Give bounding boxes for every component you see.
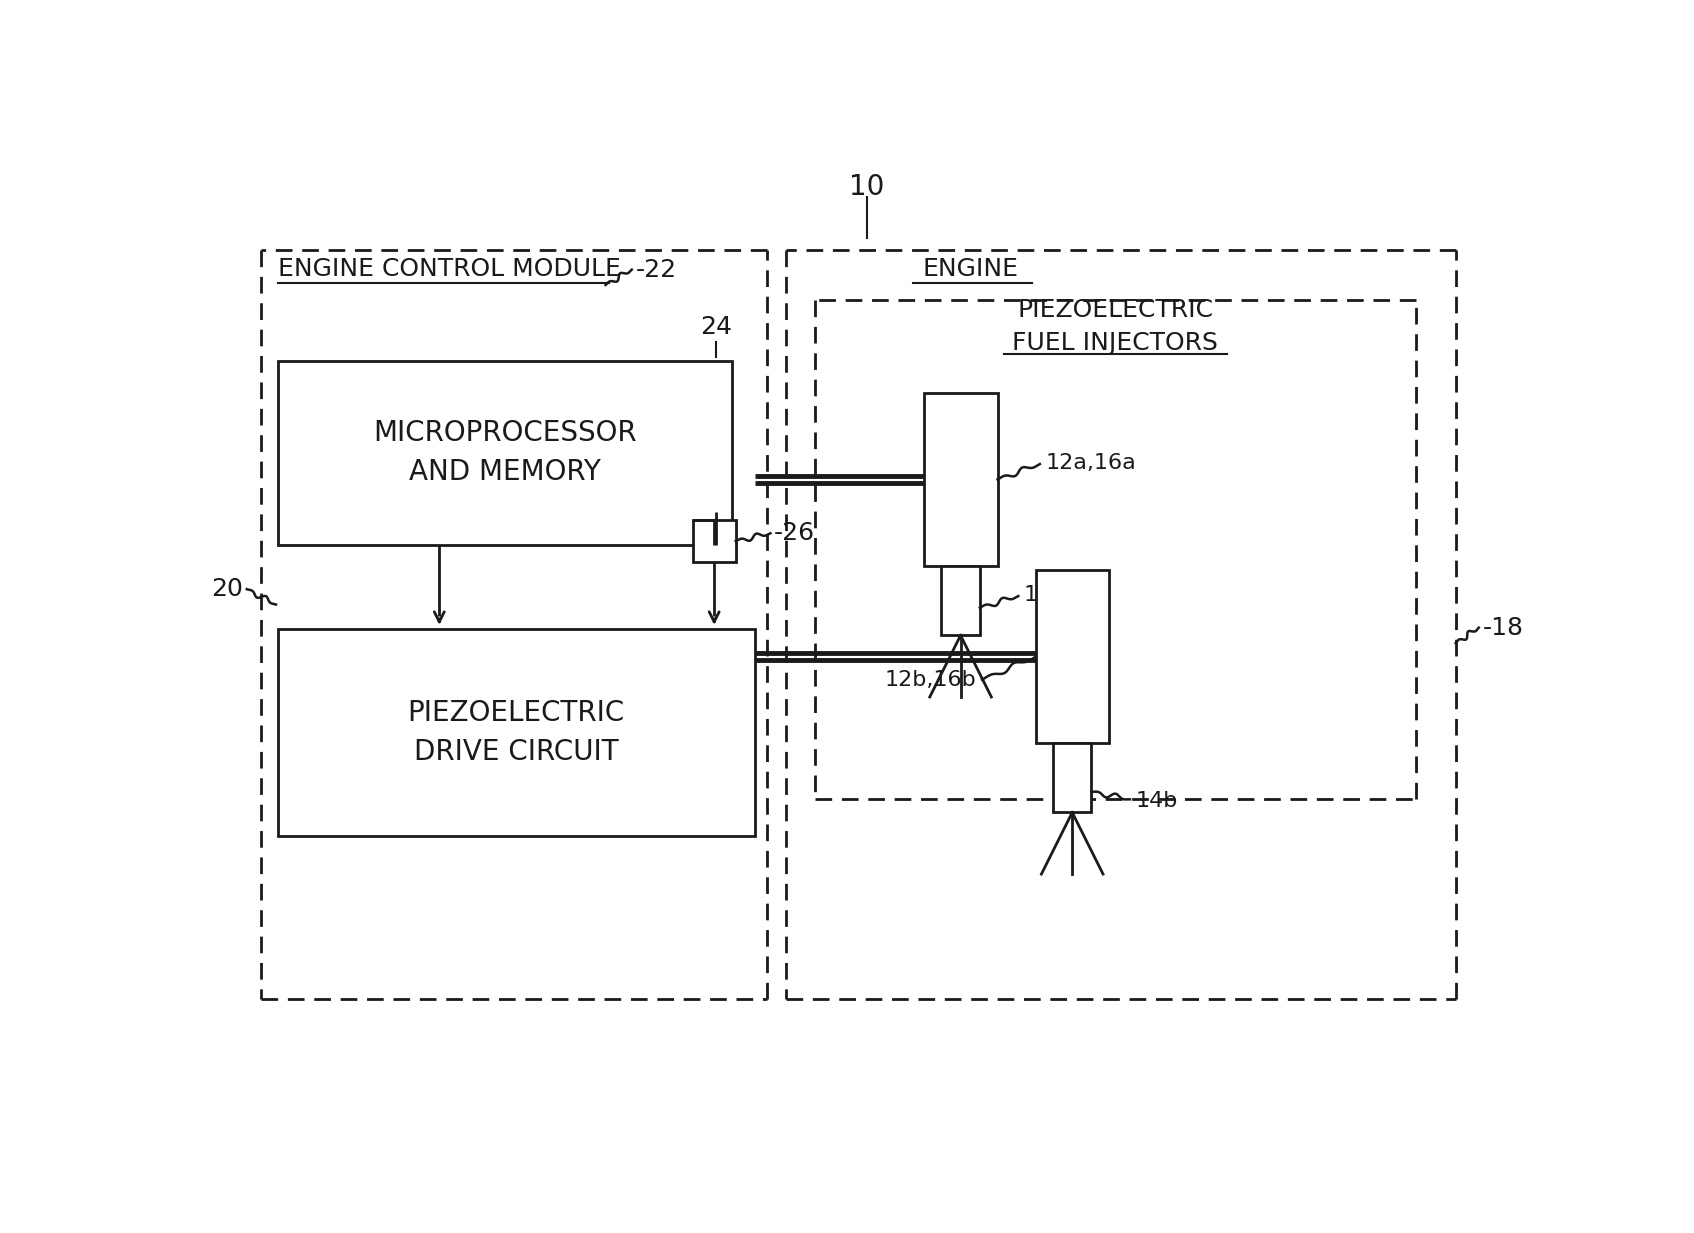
Bar — [925, 393, 998, 566]
Bar — [278, 361, 732, 545]
Text: 14b: 14b — [1135, 790, 1177, 811]
Text: 12a,16a: 12a,16a — [1045, 453, 1137, 472]
Text: ENGINE: ENGINE — [923, 258, 1018, 281]
Text: 12b,16b: 12b,16b — [884, 670, 976, 689]
Text: -22: -22 — [635, 258, 678, 281]
Text: ENGINE CONTROL MODULE: ENGINE CONTROL MODULE — [278, 258, 620, 281]
Bar — [278, 629, 756, 836]
Text: 24: 24 — [701, 314, 732, 339]
Text: PIEZOELECTRIC
DRIVE CIRCUIT: PIEZOELECTRIC DRIVE CIRCUIT — [408, 699, 625, 766]
Text: 14a: 14a — [1023, 584, 1066, 604]
Bar — [942, 566, 979, 635]
Text: PIEZOELECTRIC
FUEL INJECTORS: PIEZOELECTRIC FUEL INJECTORS — [1013, 298, 1218, 355]
Text: 20: 20 — [212, 577, 242, 602]
Text: -18: -18 — [1482, 615, 1523, 640]
Bar — [1037, 570, 1110, 743]
Text: -26: -26 — [774, 522, 815, 545]
Bar — [1054, 743, 1091, 813]
Bar — [693, 520, 735, 562]
Text: 10: 10 — [849, 173, 884, 201]
Text: MICROPROCESSOR
AND MEMORY: MICROPROCESSOR AND MEMORY — [373, 419, 637, 486]
